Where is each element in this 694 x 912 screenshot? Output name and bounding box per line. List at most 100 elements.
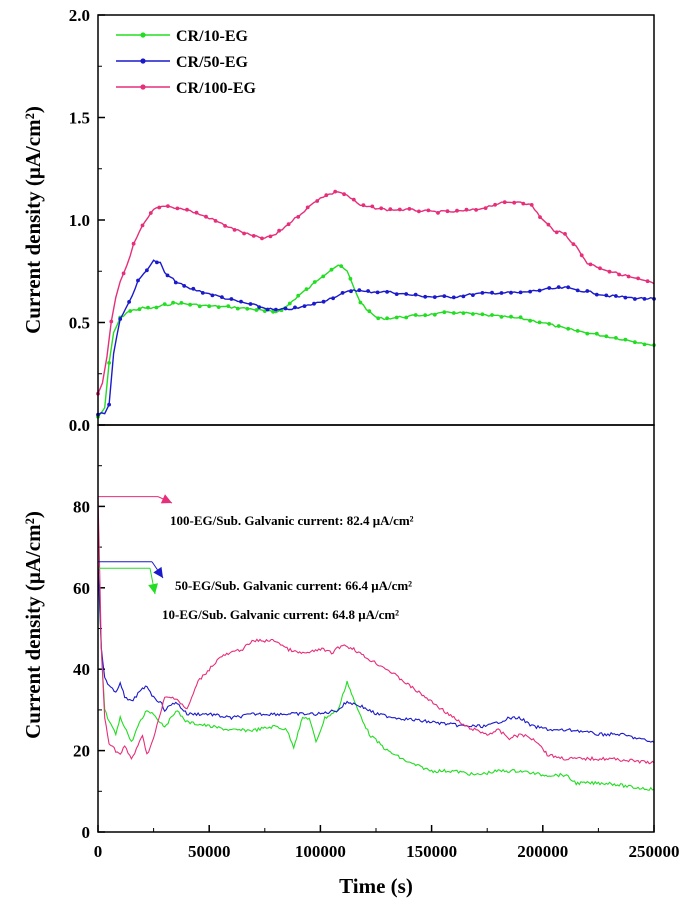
top-series-point-cr-10-eg [623, 337, 628, 342]
top-series-point-cr-100-eg [342, 192, 346, 197]
top-series-point-cr-50-eg [528, 289, 532, 294]
top-series-point-cr-100-eg [397, 207, 402, 212]
top-series-point-cr-100-eg [286, 222, 291, 227]
top-series-point-cr-50-eg [490, 290, 494, 295]
top-series-point-cr-10-eg [304, 287, 309, 291]
top-series-point-cr-10-eg [594, 331, 599, 336]
top-series-point-cr-10-eg [461, 311, 466, 315]
top-series-point-cr-100-eg [131, 241, 136, 246]
top-series-point-cr-100-eg [140, 223, 145, 228]
top-series-point-cr-50-eg [127, 300, 131, 304]
top-series-point-cr-100-eg [474, 208, 478, 212]
annotation-label-10-eg-sub: 10-EG/Sub. Galvanic current: 64.8 μA/cm² [162, 607, 399, 622]
top-series-point-cr-50-eg [594, 292, 599, 297]
top-series-point-cr-100-eg [645, 279, 650, 284]
top-series-point-cr-100-eg [436, 211, 440, 215]
top-series-point-cr-100-eg [588, 262, 593, 267]
top-series-point-cr-10-eg [566, 326, 571, 331]
top-series-point-cr-10-eg [197, 304, 202, 309]
top-series-point-cr-100-eg [242, 231, 247, 236]
top-series-point-cr-10-eg [480, 312, 485, 317]
top-series-point-cr-100-eg [213, 219, 218, 223]
top-series-point-cr-100-eg [455, 208, 459, 213]
top-series-point-cr-100-eg [251, 234, 256, 238]
top-series-point-cr-100-eg [223, 224, 228, 228]
bottom-y-tick-label: 40 [73, 660, 90, 679]
top-series-point-cr-50-eg [182, 284, 187, 288]
x-axis-label: Time (s) [339, 874, 413, 898]
top-series-point-cr-100-eg [538, 215, 542, 220]
top-series-point-cr-50-eg [321, 299, 326, 304]
top-series-point-cr-10-eg [245, 306, 250, 311]
top-series-point-cr-100-eg [315, 199, 320, 203]
top-series-point-cr-50-eg [136, 278, 140, 283]
top-series-point-cr-100-eg [554, 230, 559, 235]
top-series-point-cr-10-eg [179, 301, 184, 305]
top-series-point-cr-50-eg [191, 286, 196, 291]
top-series-point-cr-10-eg [348, 276, 353, 281]
top-series-point-cr-50-eg [340, 291, 345, 295]
x-tick-label: 50000 [188, 842, 231, 861]
bottom-y-axis-label: Current density (μA/cm²) [21, 511, 45, 739]
top-series-point-cr-50-eg [366, 289, 370, 293]
top-series-point-cr-10-eg [226, 304, 231, 308]
top-y-tick-label: 1.5 [69, 109, 90, 128]
top-series-point-cr-50-eg [165, 273, 170, 278]
top-series-point-cr-10-eg [154, 305, 159, 310]
top-series-point-cr-100-eg [148, 211, 153, 215]
top-series-point-cr-100-eg [546, 222, 551, 227]
top-series-point-cr-50-eg [566, 285, 571, 290]
bottom-y-tick-label: 0 [82, 823, 91, 842]
top-series-point-cr-10-eg [296, 293, 301, 298]
top-series-point-cr-100-eg [277, 228, 281, 233]
top-series-point-cr-50-eg [283, 306, 288, 311]
top-series-point-cr-100-eg [636, 276, 640, 281]
top-series-point-cr-100-eg [370, 204, 375, 209]
x-tick-label: 100000 [295, 842, 346, 861]
top-series-point-cr-100-eg [571, 242, 576, 247]
top-series-point-cr-100-eg [175, 206, 180, 211]
top-series-point-cr-10-eg [556, 324, 561, 328]
top-series-point-cr-100-eg [483, 206, 488, 211]
top-y-axis-label: Current density (μA/cm²) [21, 106, 45, 334]
annotation-arrowhead-50-eg-sub [153, 566, 163, 578]
top-series-point-cr-50-eg [518, 290, 523, 295]
top-series-point-cr-10-eg [432, 312, 437, 317]
top-series-point-cr-50-eg [265, 307, 270, 312]
top-series-point-cr-50-eg [547, 286, 552, 290]
top-series-point-cr-10-eg [442, 310, 447, 315]
legend-marker-cr-100-eg [140, 84, 146, 90]
bottom-panel: Current density (μA/cm²) 0 20 40 60 80 0 5000… [21, 424, 680, 898]
top-series-point-cr-50-eg [118, 317, 123, 321]
top-series-point-cr-10-eg [547, 322, 552, 326]
top-series-point-cr-100-eg [296, 215, 301, 219]
top-series-point-cr-10-eg [537, 320, 542, 325]
top-series-point-cr-10-eg [188, 302, 193, 307]
top-series-point-cr-100-eg [185, 207, 189, 212]
top-series-point-cr-100-eg [493, 202, 497, 207]
bottom-y-tick-label: 60 [73, 579, 90, 598]
top-series-point-cr-50-eg [404, 292, 409, 296]
legend-label-cr-50-eg: CR/50-EG [176, 54, 249, 71]
top-series-point-cr-10-eg [216, 305, 221, 309]
x-tick-label: 200000 [517, 842, 568, 861]
top-series-point-cr-10-eg [271, 309, 275, 314]
top-series-point-cr-50-eg [210, 293, 215, 298]
bottom-series-line-50-eg-sub [97, 562, 655, 743]
top-series-point-cr-50-eg [471, 293, 475, 297]
top-series-point-cr-50-eg [312, 301, 316, 306]
top-series-point-cr-50-eg [248, 302, 253, 306]
top-series-point-cr-10-eg [471, 312, 475, 316]
top-series-point-cr-50-eg [642, 297, 647, 301]
top-series-point-cr-50-eg [229, 297, 234, 301]
top-series-point-cr-50-eg [293, 305, 297, 310]
legend-label-cr-100-eg: CR/100-EG [176, 80, 257, 97]
top-series-point-cr-100-eg [563, 232, 567, 236]
top-series-point-cr-50-eg [604, 293, 609, 298]
top-series-point-cr-10-eg [490, 313, 494, 317]
top-series-point-cr-50-eg [499, 291, 504, 295]
bottom-y-tick-label: 80 [73, 497, 90, 516]
top-series-point-cr-10-eg [207, 304, 212, 309]
x-tick-label: 150000 [406, 842, 457, 861]
top-series-point-cr-50-eg [509, 290, 513, 295]
